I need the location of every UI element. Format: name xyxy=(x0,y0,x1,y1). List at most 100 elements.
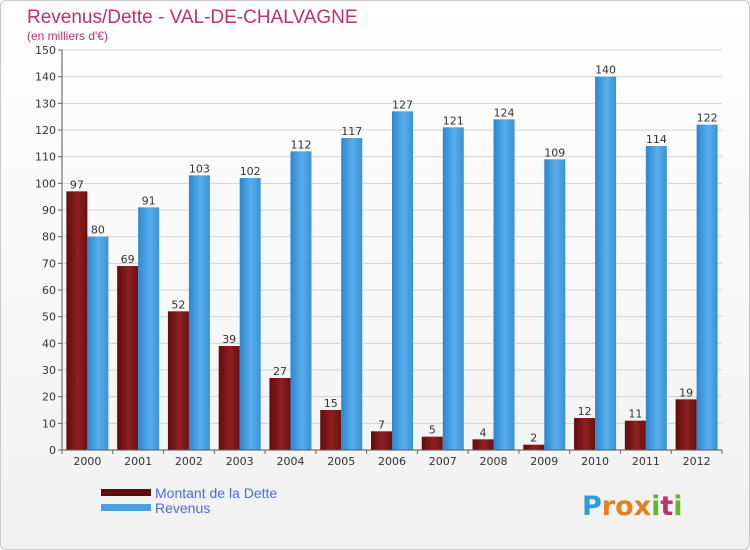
legend-swatch-debt xyxy=(101,489,151,496)
legend-label-revenue: Revenus xyxy=(155,500,210,516)
y-tick-label: 140 xyxy=(35,71,56,84)
bar-revenue xyxy=(442,127,464,450)
data-label-revenue: 127 xyxy=(392,98,413,111)
bar-debt xyxy=(117,266,139,450)
logo-letter: r xyxy=(602,491,616,522)
data-label-revenue: 102 xyxy=(240,165,261,178)
bar-revenue xyxy=(392,111,413,450)
y-tick-label: 40 xyxy=(42,337,56,350)
y-axis: 0 10 20 30 40 50 60 70 80 90 100 110 120 130 140 150 xyxy=(35,44,63,457)
bar-debt xyxy=(675,399,697,450)
x-tick-label: 2008 xyxy=(480,455,508,468)
logo-letter: t xyxy=(660,491,673,522)
y-tick-label: 150 xyxy=(35,44,56,57)
data-label-debt: 12 xyxy=(578,405,592,418)
legend: Montant de la Dette Revenus xyxy=(101,485,277,516)
y-tick-label: 100 xyxy=(35,177,56,190)
bar-debt xyxy=(472,439,494,450)
data-label-debt: 2 xyxy=(530,432,537,445)
bar-debt xyxy=(523,444,545,450)
data-label-revenue: 109 xyxy=(544,146,565,159)
y-tick-label: 130 xyxy=(35,97,56,110)
data-label-revenue: 140 xyxy=(595,64,616,77)
bar-revenue xyxy=(239,178,261,450)
bar-debt xyxy=(218,346,240,450)
bar-revenue xyxy=(696,124,718,451)
y-tick-label: 80 xyxy=(42,231,56,244)
bar-revenue xyxy=(87,236,109,450)
x-tick-label: 2004 xyxy=(276,455,304,468)
data-label-debt: 4 xyxy=(480,426,487,439)
data-label-revenue: 114 xyxy=(646,133,667,146)
logo-letter: o xyxy=(615,491,634,522)
x-tick-label: 2003 xyxy=(226,455,254,468)
logo-letter: x xyxy=(634,491,651,522)
x-tick-label: 2001 xyxy=(124,455,152,468)
data-label-debt: 15 xyxy=(324,397,338,410)
data-label-debt: 27 xyxy=(273,365,287,378)
x-tick-label: 2002 xyxy=(175,455,203,468)
x-tick-label: 2012 xyxy=(683,455,711,468)
x-tick-label: 2006 xyxy=(378,455,406,468)
data-label-debt: 52 xyxy=(171,298,185,311)
x-tick-label: 2009 xyxy=(530,455,558,468)
x-tick-label: 2010 xyxy=(581,455,609,468)
y-tick-label: 60 xyxy=(42,284,56,297)
y-tick-label: 120 xyxy=(35,124,56,137)
bar-debt xyxy=(421,436,443,450)
bar-revenue xyxy=(544,159,566,451)
bar-revenue xyxy=(595,76,617,451)
chart-subtitle: (en milliers d'€) xyxy=(27,29,108,43)
bar-debt xyxy=(320,410,342,450)
data-label-debt: 19 xyxy=(679,386,693,399)
data-label-revenue: 80 xyxy=(91,224,105,237)
logo-letter: P xyxy=(582,491,602,522)
data-label-revenue: 112 xyxy=(290,138,311,151)
data-label-debt: 97 xyxy=(70,178,84,191)
bar-debt xyxy=(371,431,392,450)
data-labels: 9780699152103391022711215117712751214124… xyxy=(70,64,718,445)
bar-revenue xyxy=(290,151,312,451)
data-label-debt: 11 xyxy=(628,408,642,421)
bar-debt xyxy=(624,420,646,450)
x-axis: 2000 2001 2002 2003 2004 2005 2006 2007 2008 2009… xyxy=(61,449,723,468)
x-tick-label: 2007 xyxy=(429,455,457,468)
y-tick-label: 30 xyxy=(42,364,56,377)
bars xyxy=(66,76,718,451)
data-label-revenue: 121 xyxy=(443,114,464,127)
data-label-revenue: 91 xyxy=(142,194,156,207)
x-tick-label: 2000 xyxy=(73,455,101,468)
data-label-debt: 7 xyxy=(378,418,385,431)
data-label-debt: 39 xyxy=(222,333,236,346)
y-tick-label: 10 xyxy=(42,417,56,430)
bar-debt xyxy=(574,418,596,450)
data-label-revenue: 124 xyxy=(494,106,515,119)
bar-debt xyxy=(269,378,291,450)
data-label-debt: 69 xyxy=(121,253,135,266)
logo-text: Proxiti xyxy=(582,491,683,522)
data-label-revenue: 122 xyxy=(697,112,718,125)
data-label-revenue: 103 xyxy=(189,162,210,175)
bar-revenue xyxy=(341,138,363,450)
bar-debt xyxy=(66,191,88,451)
logo-letter: i xyxy=(673,491,682,522)
data-label-revenue: 117 xyxy=(341,125,362,138)
bar-revenue xyxy=(138,207,160,450)
y-tick-label: 90 xyxy=(42,204,56,217)
legend-label-debt: Montant de la Dette xyxy=(155,485,277,501)
y-tick-label: 70 xyxy=(42,257,56,270)
bar-revenue xyxy=(493,119,515,450)
y-tick-label: 20 xyxy=(42,391,56,404)
logo-letter: i xyxy=(651,491,660,522)
chart-title: Revenus/Dette - VAL-DE-CHALVAGNE xyxy=(27,7,358,28)
bar-debt xyxy=(167,311,189,450)
proxiti-logo: Proxiti xyxy=(582,491,683,522)
x-tick-label: 2011 xyxy=(632,455,660,468)
y-tick-label: 110 xyxy=(35,151,56,164)
bar-revenue xyxy=(645,146,667,450)
bar-revenue xyxy=(188,175,210,451)
y-tick-label: 50 xyxy=(42,311,56,324)
x-tick-label: 2005 xyxy=(327,455,355,468)
y-tick-label: 0 xyxy=(49,444,56,457)
